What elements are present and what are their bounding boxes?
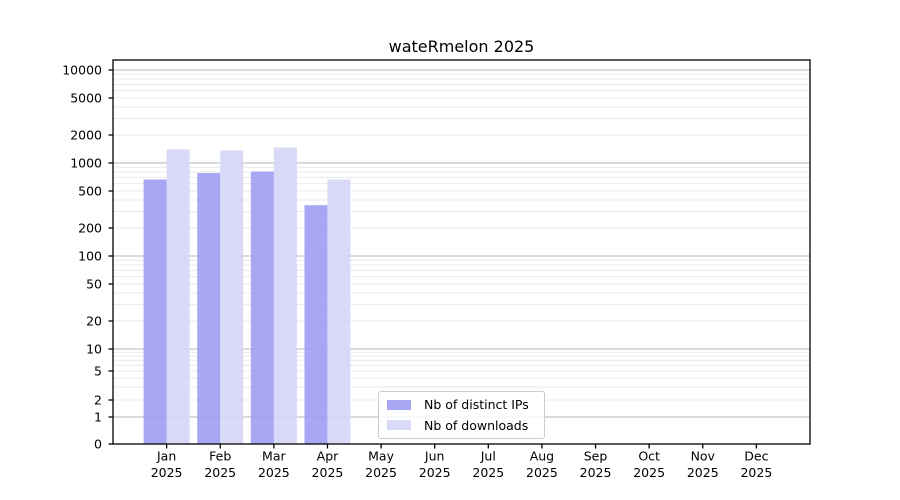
svg-text:2: 2 <box>94 392 102 407</box>
svg-text:500: 500 <box>78 183 102 198</box>
svg-text:Mar: Mar <box>262 449 286 464</box>
chart-legend: Nb of distinct IPs Nb of downloads <box>378 391 545 439</box>
svg-text:Oct: Oct <box>638 449 660 464</box>
svg-text:10: 10 <box>86 341 102 356</box>
legend-swatch-distinct-ips-icon <box>387 399 411 410</box>
svg-text:50: 50 <box>86 276 102 291</box>
svg-text:10000: 10000 <box>62 62 102 77</box>
svg-text:2025: 2025 <box>312 465 344 480</box>
svg-text:2025: 2025 <box>151 465 183 480</box>
svg-text:1: 1 <box>94 409 102 424</box>
svg-text:2025: 2025 <box>580 465 612 480</box>
svg-text:Jun: Jun <box>424 449 445 464</box>
svg-text:5: 5 <box>94 363 102 378</box>
svg-text:2025: 2025 <box>419 465 451 480</box>
legend-label-distinct-ips: Nb of distinct IPs <box>424 397 529 413</box>
svg-text:2025: 2025 <box>526 465 558 480</box>
legend-item-distinct-ips: Nb of distinct IPs <box>387 397 544 412</box>
svg-text:Dec: Dec <box>744 449 768 464</box>
svg-text:2025: 2025 <box>472 465 504 480</box>
svg-text:200: 200 <box>78 220 102 235</box>
svg-text:20: 20 <box>86 313 102 328</box>
svg-text:May: May <box>368 449 394 464</box>
legend-item-downloads: Nb of downloads <box>387 418 544 433</box>
svg-text:2000: 2000 <box>70 127 102 142</box>
legend-label-downloads: Nb of downloads <box>424 417 529 433</box>
svg-text:2025: 2025 <box>258 465 290 480</box>
svg-text:Sep: Sep <box>584 449 608 464</box>
svg-text:2025: 2025 <box>365 465 397 480</box>
svg-text:Apr: Apr <box>317 449 339 464</box>
svg-text:Feb: Feb <box>209 449 231 464</box>
legend-swatch-downloads-icon <box>387 420 411 431</box>
svg-text:5000: 5000 <box>70 90 102 105</box>
svg-text:Nov: Nov <box>691 449 716 464</box>
svg-text:2025: 2025 <box>687 465 719 480</box>
svg-text:1000: 1000 <box>70 155 102 170</box>
svg-text:Jan: Jan <box>156 449 176 464</box>
svg-text:2025: 2025 <box>633 465 665 480</box>
svg-text:Aug: Aug <box>530 449 554 464</box>
svg-text:100: 100 <box>78 248 102 263</box>
svg-text:0: 0 <box>94 436 102 451</box>
svg-text:Jul: Jul <box>480 449 496 464</box>
chart-title: wateRmelon 2025 <box>388 37 535 56</box>
svg-text:2025: 2025 <box>204 465 236 480</box>
svg-text:2025: 2025 <box>740 465 772 480</box>
